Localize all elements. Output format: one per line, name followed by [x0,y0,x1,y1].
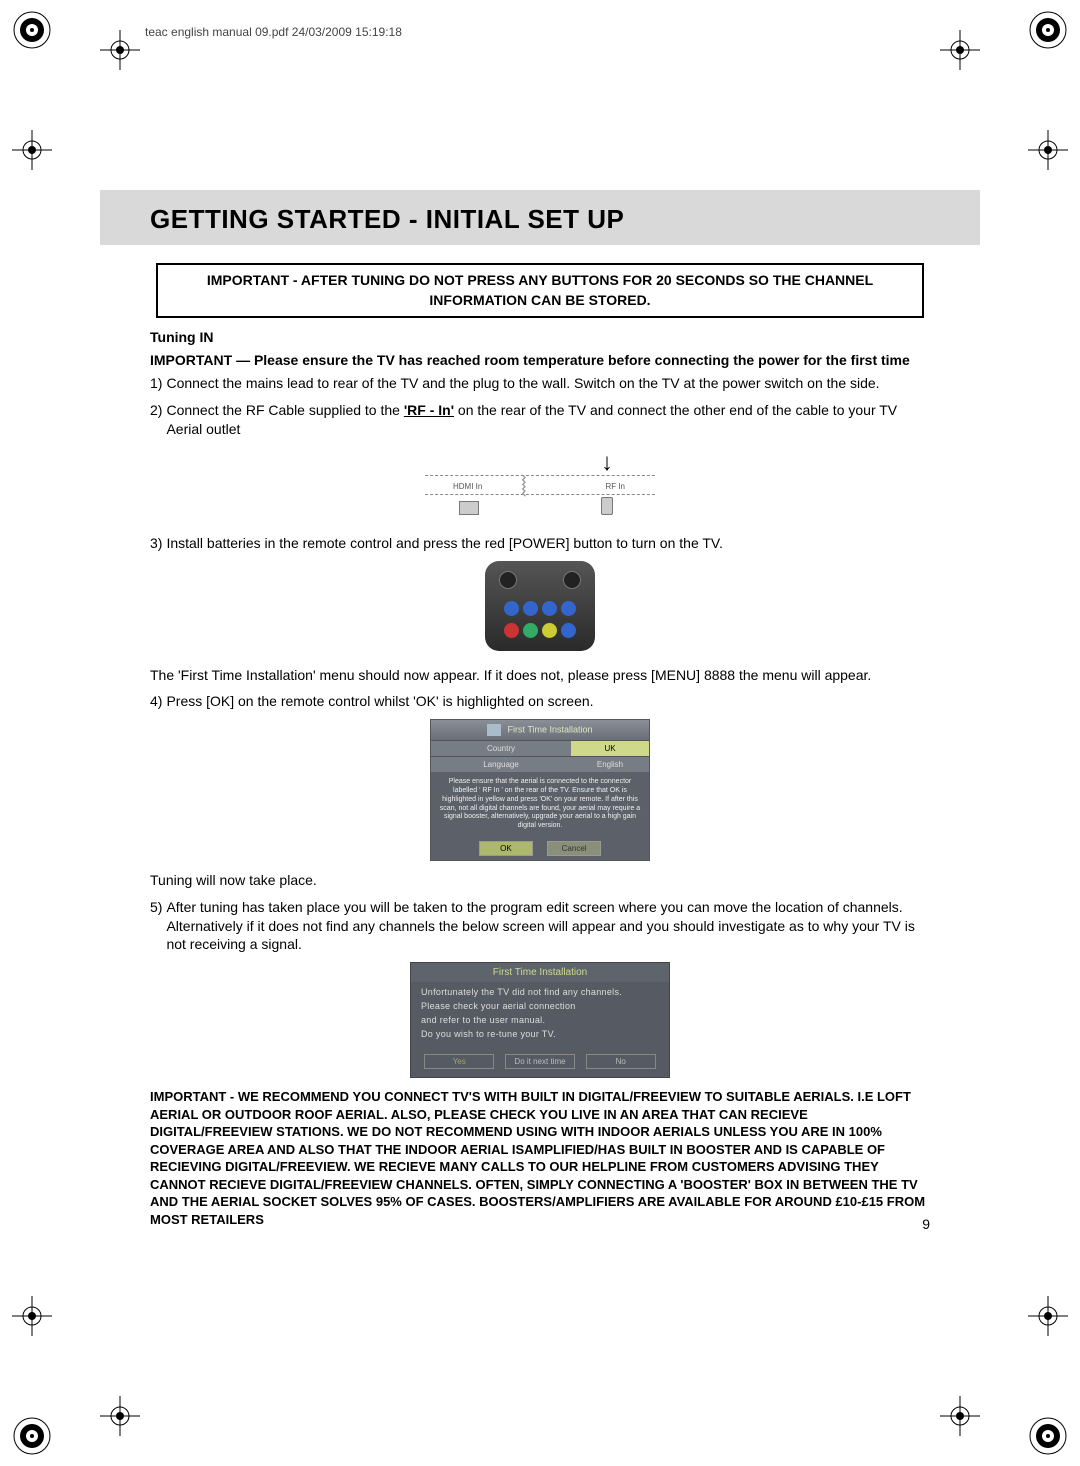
language-label: Language [431,757,571,772]
crosshair-icon [940,1396,980,1436]
dialog-line: Do you wish to re-tune your TV. [421,1028,659,1042]
no-button: No [586,1054,656,1069]
remote-figure [150,561,930,656]
remote-control-icon [485,561,595,651]
pdf-header-meta: teac english manual 09.pdf 24/03/2009 15… [145,25,402,39]
crosshair-icon [12,130,52,170]
yes-button: Yes [424,1054,494,1069]
ok-button: OK [479,841,533,856]
first-time-install-dialog: First Time Installation CountryUK Langua… [430,719,650,861]
dialog-title: First Time Installation [507,725,592,735]
step-text: Press [OK] on the remote control whilst … [166,692,930,711]
language-value: English [571,757,649,772]
section-title: GETTING STARTED - INITIAL SET UP [150,204,968,235]
step-2: 2) Connect the RF Cable supplied to the … [150,401,930,439]
step-3: 3) Install batteries in the remote contr… [150,534,930,553]
step-text: Connect the mains lead to rear of the TV… [166,374,930,393]
tuning-important: IMPORTANT — Please ensure the TV has rea… [150,351,930,370]
hdmi-port-icon [459,501,479,515]
step-5: 5) After tuning has taken place you will… [150,898,930,955]
reg-mark-icon [12,1416,52,1456]
no-channels-dialog: First Time Installation Unfortunately th… [410,962,670,1078]
install-dialog-1-figure: First Time Installation CountryUK Langua… [150,719,930,861]
step-number: 2) [150,401,162,439]
step-number: 4) [150,692,162,711]
reg-mark-icon [1028,10,1068,50]
arrow-down-icon: ↓ [601,449,613,477]
step-text: After tuning has taken place you will be… [166,898,930,955]
dialog-line: Unfortunately the TV did not find any ch… [421,986,659,1000]
step-number: 5) [150,898,162,955]
dialog-title: First Time Installation [411,963,669,982]
reg-mark-icon [12,10,52,50]
crosshair-icon [100,30,140,70]
rf-in-label: 'RF - In' [404,402,454,418]
step-text: Install batteries in the remote control … [166,534,930,553]
page-number: 9 [922,1216,930,1232]
section-title-bar: GETTING STARTED - INITIAL SET UP [100,190,980,245]
install-dialog-2-figure: First Time Installation Unfortunately th… [150,962,930,1078]
hdmi-label: HDMI In [453,482,482,491]
crosshair-icon [1028,130,1068,170]
tuning-in-heading: Tuning IN [150,328,930,347]
crosshair-icon [12,1296,52,1336]
tv-icon [487,724,501,736]
country-value: UK [571,741,649,756]
important-notice-box: IMPORTANT - AFTER TUNING DO NOT PRESS AN… [156,263,924,318]
step-number: 3) [150,534,162,553]
connector-figure: ↓ ⦚⦚ HDMI In RF In [150,447,930,524]
crosshair-icon [940,30,980,70]
cancel-button: Cancel [547,841,601,856]
first-time-text: The 'First Time Installation' menu shoul… [150,666,930,685]
crosshair-icon [1028,1296,1068,1336]
step-text: Connect the RF Cable supplied to the 'RF… [166,401,930,439]
country-label: Country [431,741,571,756]
step-4: 4) Press [OK] on the remote control whil… [150,692,930,711]
rf-label: RF In [605,482,625,491]
step-number: 1) [150,374,162,393]
reg-mark-icon [1028,1416,1068,1456]
step-1: 1) Connect the mains lead to rear of the… [150,374,930,393]
dialog-message: Please ensure that the aerial is connect… [431,772,649,837]
step-2-text-a: Connect the RF Cable supplied to the [166,402,403,418]
page-content: GETTING STARTED - INITIAL SET UP IMPORTA… [150,190,930,1237]
important-aerial-notice: IMPORTANT - WE RECOMMEND YOU CONNECT TV'… [150,1088,930,1228]
dialog-line: and refer to the user manual. [421,1014,659,1028]
dialog-line: Please check your aerial connection [421,1000,659,1014]
tuning-now-text: Tuning will now take place. [150,871,930,890]
crosshair-icon [100,1396,140,1436]
do-it-later-button: Do it next time [505,1054,575,1069]
rf-port-icon [601,497,613,515]
